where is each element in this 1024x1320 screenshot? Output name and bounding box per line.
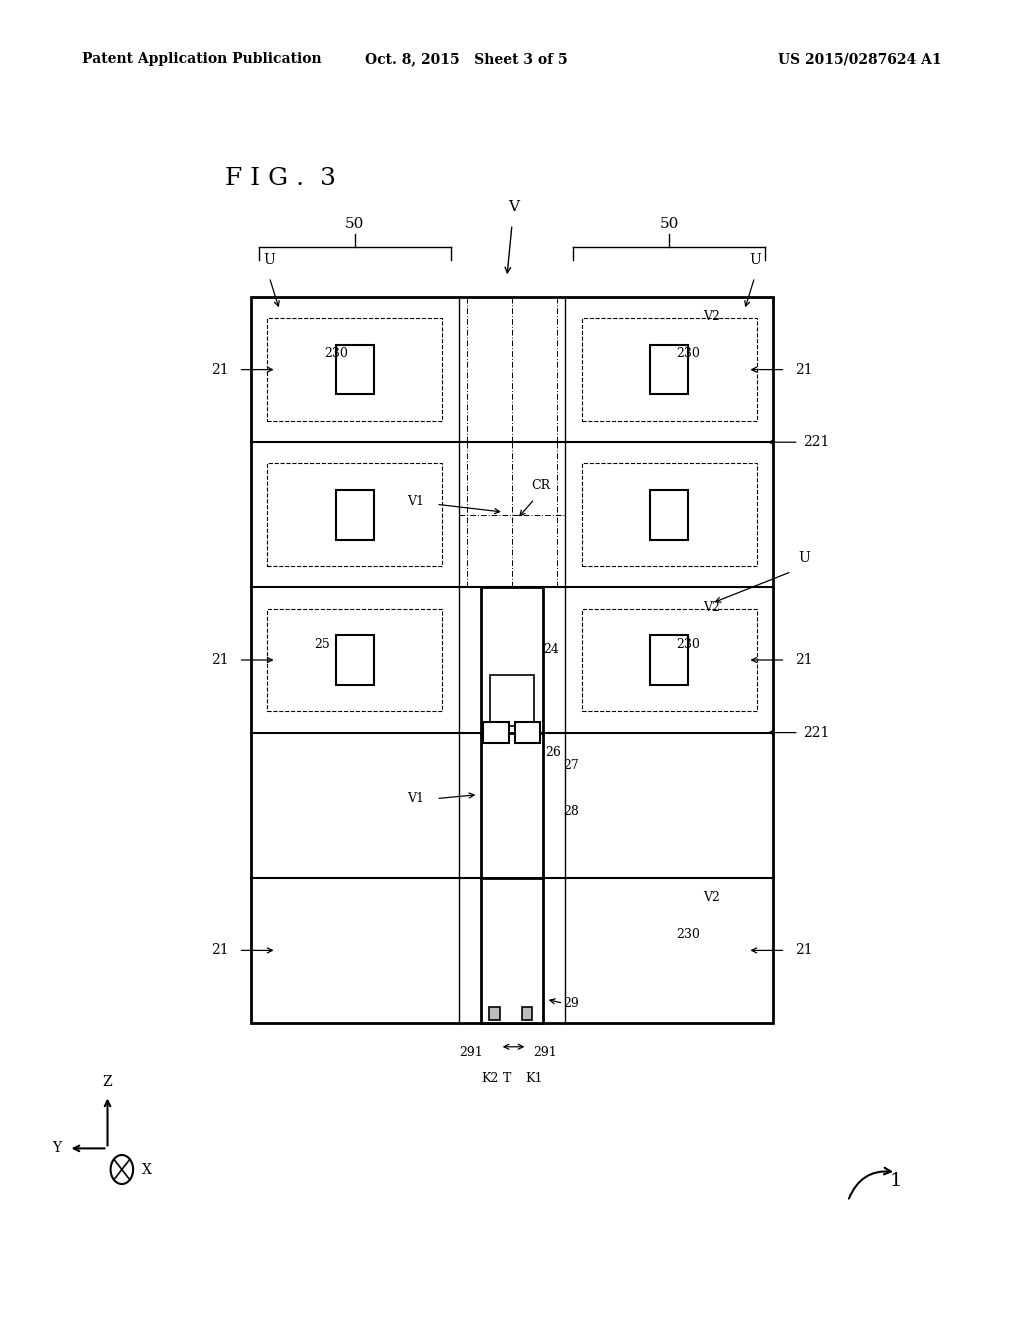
- Text: K2: K2: [481, 1072, 498, 1085]
- Text: 21: 21: [211, 363, 229, 376]
- Text: 50: 50: [345, 218, 365, 231]
- Text: V2: V2: [703, 601, 720, 614]
- Text: V1: V1: [408, 495, 424, 508]
- Text: V: V: [509, 201, 519, 214]
- Text: Z: Z: [102, 1076, 113, 1089]
- Text: 230: 230: [676, 928, 700, 941]
- Text: V2: V2: [703, 891, 720, 904]
- Text: 1: 1: [890, 1172, 902, 1191]
- Bar: [650, 635, 688, 685]
- Text: K1: K1: [525, 1072, 544, 1085]
- Bar: [336, 490, 374, 540]
- Bar: [251, 297, 773, 1023]
- Bar: [481, 587, 543, 733]
- Text: 291: 291: [459, 1045, 483, 1059]
- Text: US 2015/0287624 A1: US 2015/0287624 A1: [778, 53, 942, 66]
- Text: 291: 291: [532, 1045, 557, 1059]
- Bar: [515, 722, 540, 743]
- Text: 21: 21: [795, 944, 813, 957]
- Text: 21: 21: [211, 653, 229, 667]
- Text: X: X: [141, 1163, 152, 1176]
- Bar: [490, 676, 534, 726]
- Text: 21: 21: [211, 944, 229, 957]
- Text: Patent Application Publication: Patent Application Publication: [82, 53, 322, 66]
- Text: 24: 24: [543, 643, 559, 656]
- Text: Oct. 8, 2015   Sheet 3 of 5: Oct. 8, 2015 Sheet 3 of 5: [365, 53, 567, 66]
- Bar: [582, 609, 757, 711]
- Text: 50: 50: [659, 218, 679, 231]
- Text: 230: 230: [676, 347, 700, 360]
- Bar: [582, 463, 757, 566]
- Text: 230: 230: [676, 638, 700, 651]
- Text: 26: 26: [545, 746, 561, 759]
- Text: CR: CR: [531, 479, 550, 492]
- Text: 221: 221: [803, 436, 829, 449]
- Bar: [483, 722, 509, 743]
- Bar: [336, 635, 374, 685]
- Bar: [489, 1007, 500, 1020]
- Bar: [336, 345, 374, 395]
- Text: 21: 21: [795, 653, 813, 667]
- Bar: [267, 609, 442, 711]
- Text: T: T: [503, 1072, 511, 1085]
- Text: U: U: [263, 253, 275, 267]
- Bar: [522, 1007, 532, 1020]
- Text: 230: 230: [324, 347, 348, 360]
- Bar: [650, 345, 688, 395]
- Text: U: U: [798, 552, 810, 565]
- Text: U: U: [749, 253, 761, 267]
- Bar: [650, 490, 688, 540]
- Bar: [267, 318, 442, 421]
- Text: 25: 25: [314, 638, 331, 651]
- Text: 28: 28: [563, 805, 580, 818]
- Text: F I G .  3: F I G . 3: [225, 166, 336, 190]
- Bar: [582, 318, 757, 421]
- Text: V1: V1: [408, 792, 424, 805]
- Text: 29: 29: [563, 997, 580, 1010]
- Bar: [481, 733, 543, 878]
- Text: V2: V2: [703, 310, 720, 323]
- Bar: [267, 463, 442, 566]
- Text: Y: Y: [52, 1142, 60, 1155]
- Text: 27: 27: [563, 759, 580, 772]
- Text: 21: 21: [795, 363, 813, 376]
- Text: 221: 221: [803, 726, 829, 739]
- Bar: [481, 878, 543, 1023]
